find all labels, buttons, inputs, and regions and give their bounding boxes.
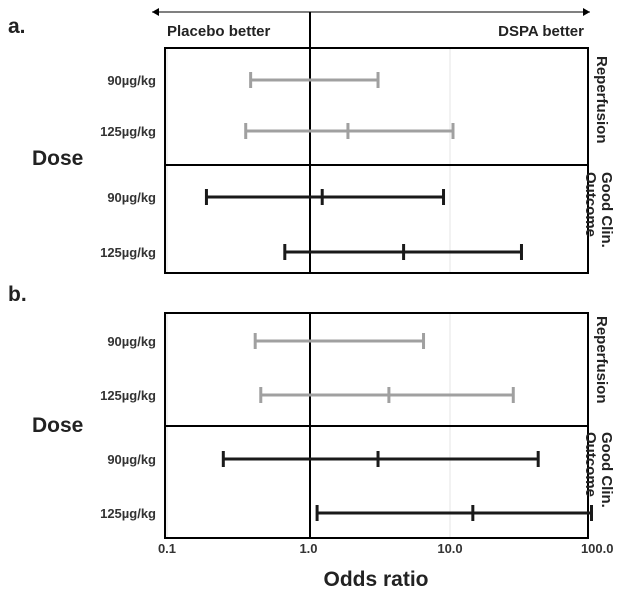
dose-row-label: 125µg/kg (100, 506, 156, 521)
dose-row-label: 90µg/kg (107, 452, 156, 467)
x-tick-label: 10.0 (437, 541, 462, 556)
dspa-better-label: DSPA better (498, 23, 584, 40)
good-outcome-line-1: Good Clin. (598, 432, 615, 508)
x-tick-label: 100.0 (581, 541, 614, 556)
panel-b-marks: 90µg/kg 125µg/kg 90µg/kg 125µg/kg (100, 333, 593, 521)
panel-a-label: a. (8, 15, 26, 38)
placebo-better-label: Placebo better (167, 23, 271, 40)
panel-a-marks: 90µg/kg 125µg/kg 90µg/kg 125µg/kg (100, 72, 523, 260)
direction-header: Placebo better DSPA better (152, 8, 590, 40)
panel-b-frame (164, 312, 589, 539)
dose-row-label: 90µg/kg (107, 190, 156, 205)
x-tick-label: 1.0 (299, 541, 317, 556)
panel-a: a. Dose 90µg/kg 125µg/kg 90µg/kg 125µg/kg R… (8, 12, 615, 274)
dose-row-label: 90µg/kg (107, 334, 156, 349)
x-tick-label: 0.1 (158, 541, 176, 556)
x-axis-title: Odds ratio (323, 568, 428, 591)
panel-a-good-outcome-label: Good Clin. Outcome (582, 172, 615, 248)
dose-row-label: 125µg/kg (100, 124, 156, 139)
panel-a-dose-label: Dose (32, 147, 83, 170)
dose-row-label: 125µg/kg (100, 245, 156, 260)
panel-b-reperfusion-label: Reperfusion (593, 316, 610, 404)
panel-b-dose-label: Dose (32, 414, 83, 437)
right-arrowhead (583, 8, 590, 16)
dose-row-label: 125µg/kg (100, 388, 156, 403)
good-outcome-line-1: Good Clin. (598, 172, 615, 248)
dose-row-label: 90µg/kg (107, 73, 156, 88)
panel-b: b. Dose 90µg/kg 125µg/kg 90µg/kg 125µg/kg R… (8, 283, 615, 539)
panel-a-frame (164, 47, 589, 274)
panel-b-good-outcome-label: Good Clin. Outcome (582, 432, 615, 508)
panel-b-label: b. (8, 283, 27, 306)
left-arrowhead (152, 8, 159, 16)
x-axis: 0.1 1.0 10.0 100.0 (158, 541, 614, 556)
panel-a-reperfusion-label: Reperfusion (593, 56, 610, 144)
good-outcome-line-2: Outcome (582, 172, 599, 237)
good-outcome-line-2: Outcome (582, 432, 599, 497)
